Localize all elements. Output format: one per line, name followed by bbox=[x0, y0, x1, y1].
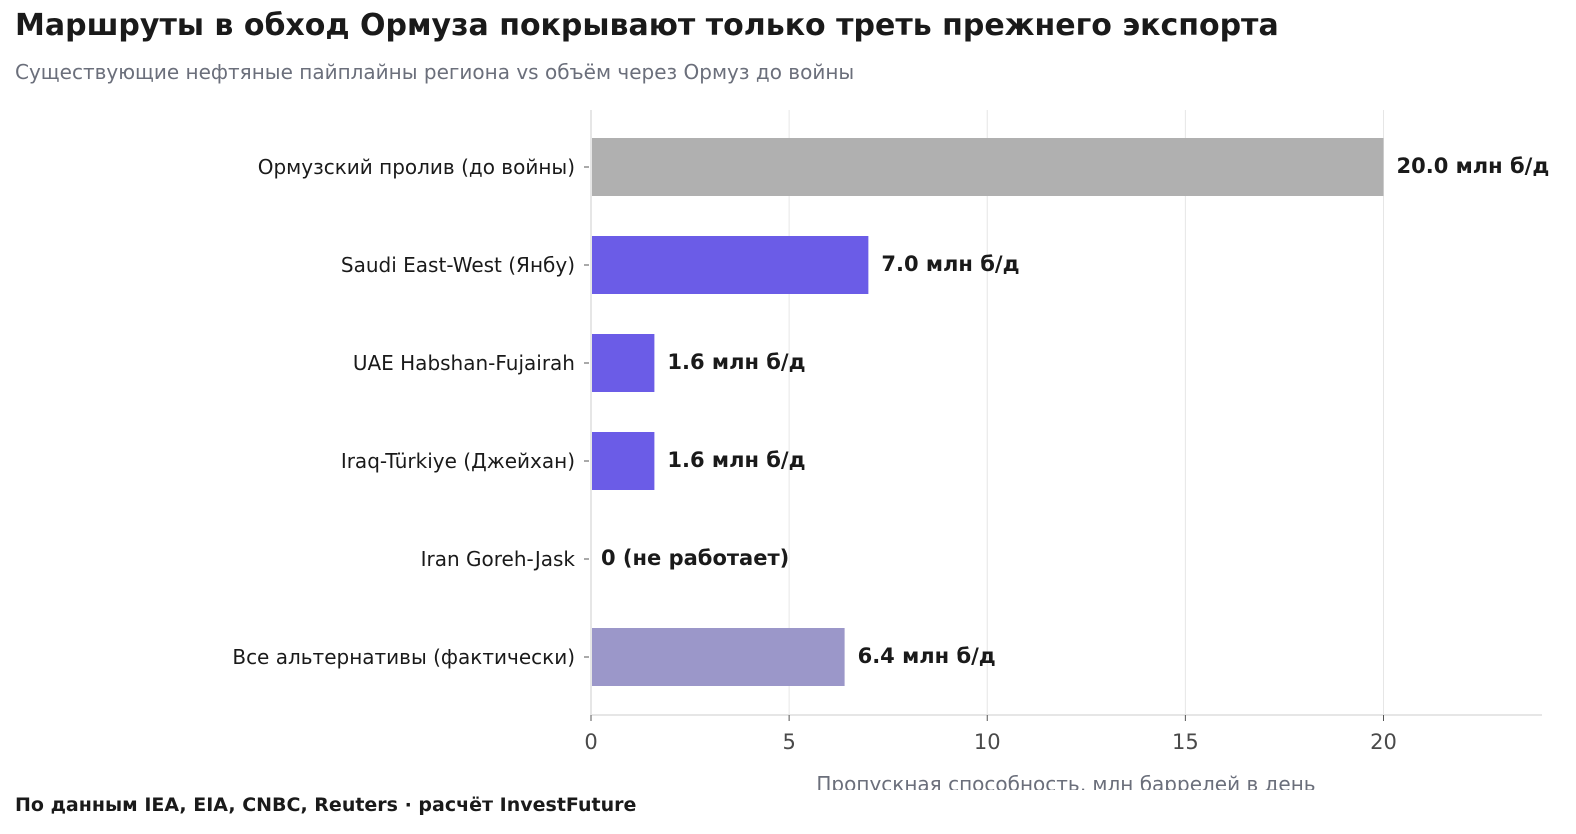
x-axis-title: Пропускная способность, млн баррелей в д… bbox=[816, 772, 1315, 790]
chart-subtitle: Существующие нефтяные пайплайны региона … bbox=[15, 60, 855, 84]
bar-chart: Ормузский пролив (до войны) Saudi East-We… bbox=[232, 110, 1549, 790]
x-axis: 0 5 10 15 20 bbox=[584, 110, 1542, 754]
value-labels: 20.0 млн б/д 7.0 млн б/д 1.6 млн б/д 1.6 мл… bbox=[601, 154, 1549, 668]
bar bbox=[591, 138, 1384, 196]
x-tick-label: 0 bbox=[584, 730, 597, 754]
bar bbox=[591, 236, 869, 294]
gridlines bbox=[590, 110, 1384, 715]
data-label: 7.0 млн б/д bbox=[881, 252, 1019, 276]
data-label: 1.6 млн б/д bbox=[667, 350, 805, 374]
bar bbox=[591, 334, 655, 392]
category-label: Все альтернативы (фактически) bbox=[232, 645, 575, 669]
category-label: Iran Goreh-Jask bbox=[421, 547, 576, 571]
bar bbox=[591, 628, 845, 686]
x-tick-label: 10 bbox=[974, 730, 1001, 754]
x-tick-label: 20 bbox=[1370, 730, 1397, 754]
bars bbox=[591, 138, 1384, 686]
category-label: Iraq-Türkiye (Джейхан) bbox=[341, 449, 575, 473]
x-tick-label: 5 bbox=[782, 730, 795, 754]
x-tick-label: 15 bbox=[1172, 730, 1199, 754]
category-labels: Ормузский пролив (до войны) Saudi East-We… bbox=[232, 155, 589, 669]
data-label: 6.4 млн б/д bbox=[858, 644, 996, 668]
chart-title: Маршруты в обход Ормуза покрывают только… bbox=[15, 8, 1279, 43]
source-note: По данным IEA, EIA, CNBC, Reuters · расч… bbox=[15, 794, 637, 816]
category-label: Saudi East-West (Янбу) bbox=[341, 253, 575, 277]
category-label: Ормузский пролив (до войны) bbox=[258, 155, 575, 179]
category-label: UAE Habshan-Fujairah bbox=[353, 351, 575, 375]
bar bbox=[591, 432, 655, 490]
data-label: 20.0 млн б/д bbox=[1397, 154, 1550, 178]
data-label: 1.6 млн б/д bbox=[667, 448, 805, 472]
data-label: 0 (не работает) bbox=[601, 546, 789, 570]
